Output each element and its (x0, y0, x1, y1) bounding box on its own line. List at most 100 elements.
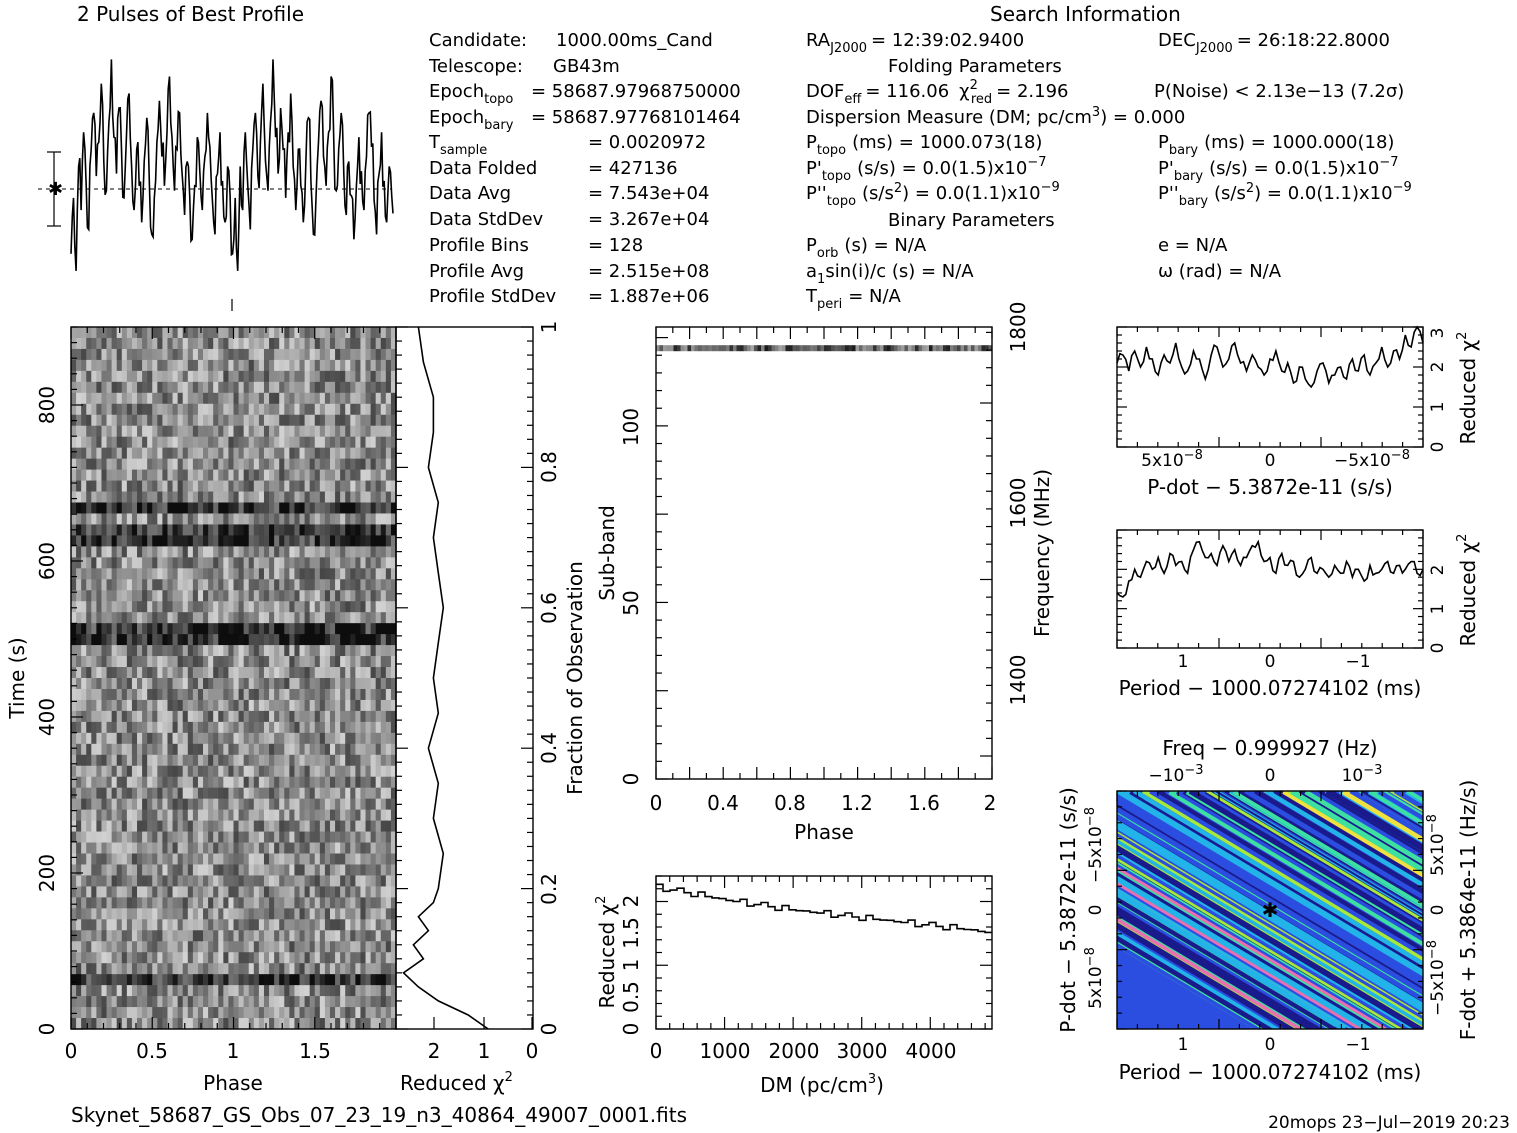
tp-cell (355, 337, 361, 350)
tp-cell (187, 809, 194, 821)
tp-cell (152, 348, 158, 361)
tp-cell (324, 930, 331, 942)
tp-cell (126, 546, 133, 558)
tp-cell (258, 897, 265, 909)
tp-cell (76, 963, 82, 975)
tp-cell (208, 403, 214, 416)
tp-cell (329, 699, 336, 712)
tp-cell (370, 403, 377, 416)
tp-cell (299, 699, 305, 712)
tp-cell (253, 656, 260, 668)
pp-xlabel: Period − 1000.07274102 (ms) (1119, 676, 1422, 700)
tp-cell (274, 370, 280, 383)
tp-cell (258, 381, 265, 394)
tp-cell (365, 996, 372, 1008)
tp-cell (228, 798, 234, 811)
tp-cell (279, 798, 285, 811)
tp-cell (340, 908, 346, 920)
tp-cell (314, 765, 321, 778)
dm-ylabel: Reduced χ2 (594, 896, 619, 1009)
tp-cell (71, 853, 77, 865)
tp-cell (263, 688, 270, 701)
tp-cell (380, 985, 387, 997)
tp-cell (350, 425, 356, 438)
tp-cell (284, 754, 290, 767)
tp-cell (263, 491, 270, 503)
tp-cell (360, 359, 366, 372)
dm-xtick-4: 4000 (906, 1039, 957, 1063)
tp-cell (111, 557, 118, 569)
tp-cell (238, 513, 245, 525)
tp-cell (233, 754, 239, 767)
tp-cell (233, 414, 239, 427)
tp-cell (187, 908, 194, 920)
tp-cell (203, 765, 209, 778)
tp-cell (263, 337, 270, 350)
tp-cell (243, 996, 250, 1008)
tp-cell (203, 798, 209, 811)
tp-cell (309, 645, 316, 657)
tp-cell (213, 941, 219, 953)
tp-cell (157, 688, 163, 701)
tp-cell (304, 524, 311, 536)
tp-cell (121, 919, 128, 931)
tp-cell (335, 930, 341, 942)
tp-cell (274, 930, 280, 942)
tp-cell (248, 590, 255, 602)
tp-cell (324, 392, 331, 405)
tp-cell (96, 743, 102, 756)
tp-cell (345, 678, 351, 690)
tp-cell (101, 656, 107, 668)
tp-cell (86, 447, 92, 460)
tp-cell (177, 513, 184, 525)
tp-cell (167, 480, 173, 492)
tp-cell (309, 656, 316, 668)
tp-cell (238, 721, 245, 734)
tp-cell (319, 392, 326, 405)
tp-cell (192, 798, 199, 811)
tp-cell (96, 809, 102, 821)
tp-cell (309, 436, 316, 449)
tp-cell (279, 359, 285, 372)
tp-cell (162, 963, 168, 975)
tp-cell (131, 908, 138, 920)
tp-cell (233, 568, 239, 580)
tp-cell (294, 612, 300, 624)
tp-cell (340, 798, 346, 811)
tp-cell (213, 688, 219, 701)
tp-cell (203, 403, 209, 416)
tp-cell (228, 886, 234, 898)
tp-cell (263, 919, 270, 931)
tp-cell (182, 688, 189, 701)
tp-cell (243, 370, 250, 383)
tp-cell (96, 612, 102, 624)
tp-cell (375, 743, 382, 756)
tp-cell (360, 809, 366, 821)
tp-cell (319, 699, 326, 712)
tp-cell (228, 963, 234, 975)
ptopo-line: Ptopo (ms) = 1000.073(18) (806, 132, 1042, 158)
tp-cell (71, 579, 77, 591)
tp-cell (152, 974, 158, 986)
tp-cell (269, 623, 275, 635)
tp-cell (269, 688, 275, 701)
tp-cell (86, 798, 92, 811)
tp-cell (81, 656, 87, 668)
tp-cell (365, 656, 372, 668)
tp-cell (258, 502, 265, 514)
tp-cell (279, 502, 285, 514)
tp-cell (289, 1007, 295, 1019)
tp-cell (233, 941, 239, 953)
tp-cell (137, 765, 143, 778)
tp-cell (208, 798, 214, 811)
tp-cell (248, 908, 255, 920)
tp-cell (370, 875, 377, 887)
tp-cell (106, 754, 113, 767)
tp-cell (238, 875, 245, 887)
tp-cell (91, 590, 97, 602)
tp-cell (162, 414, 168, 427)
tp-cell (253, 886, 260, 898)
tp-cell (324, 919, 331, 931)
tp-cell (269, 853, 275, 865)
tp-cell (294, 557, 300, 569)
